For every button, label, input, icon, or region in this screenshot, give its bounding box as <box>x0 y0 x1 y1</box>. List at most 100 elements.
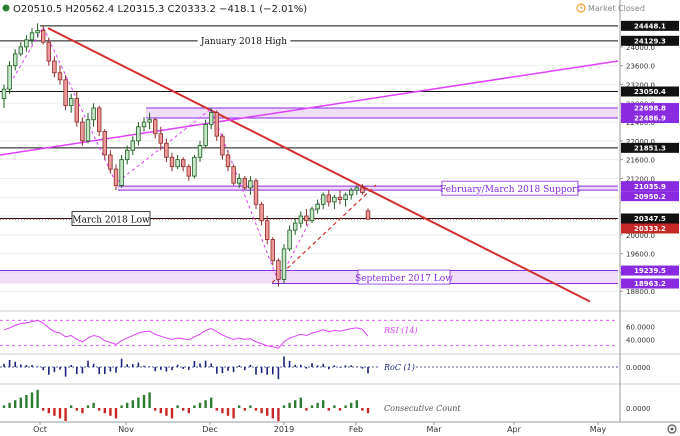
rsi-label-bg <box>380 324 420 335</box>
candle <box>119 154 124 188</box>
x-tick-label: Feb <box>349 425 363 434</box>
candle <box>248 176 253 195</box>
roc-label-bg <box>380 361 416 372</box>
annotation-box-jan_high <box>197 32 291 48</box>
candle <box>203 119 208 148</box>
candle <box>315 199 320 214</box>
y-tick-label: 21200.0 <box>626 175 655 183</box>
candle <box>74 91 79 127</box>
svg-text:20333.2: 20333.2 <box>634 225 666 233</box>
svg-text:19239.5: 19239.5 <box>634 267 666 275</box>
candle <box>192 154 197 179</box>
rsi-label: RSI (14) <box>383 326 418 335</box>
candle <box>164 138 169 162</box>
candle <box>35 23 40 38</box>
support-zones <box>0 108 618 284</box>
candle <box>136 122 141 146</box>
zone-22486-22698 <box>146 108 618 118</box>
candle <box>298 211 303 228</box>
x-tick-label: Dec <box>202 425 217 434</box>
candle <box>80 117 85 146</box>
candle <box>175 154 180 170</box>
svg-text:21851.3: 21851.3 <box>634 144 666 152</box>
candle <box>365 208 371 221</box>
price-tag: 22486.9 <box>621 113 679 124</box>
price-tag: 20347.5 <box>621 213 679 224</box>
candle <box>69 93 74 113</box>
x-tick-label: Nov <box>118 425 134 434</box>
candle <box>225 150 231 172</box>
ohlc-readout: O20510.5 H20562.4 L20315.3 C20333.2 −418… <box>13 4 307 15</box>
candle <box>220 133 225 160</box>
y-tick-label: 23200.0 <box>626 81 655 89</box>
price-tag: 24129.3 <box>621 35 679 46</box>
candle <box>264 216 270 245</box>
candle <box>57 65 63 85</box>
svg-text:20347.5: 20347.5 <box>634 215 666 223</box>
y-tick-label: 23600.0 <box>626 63 655 71</box>
candle <box>292 218 298 235</box>
candle <box>320 192 326 209</box>
candle <box>7 60 12 94</box>
count-tick: 0.0000 <box>626 405 651 413</box>
candle <box>186 164 191 181</box>
price-tag: 18963.2 <box>621 278 679 289</box>
svg-text:24448.1: 24448.1 <box>634 22 666 30</box>
candle <box>169 152 175 172</box>
candle <box>1 84 7 108</box>
svg-text:22698.8: 22698.8 <box>634 105 666 113</box>
zone-febmar-support <box>118 186 618 191</box>
price-grid <box>0 46 618 292</box>
consecutive-count-panel: Consecutive Count 0.0000 <box>0 383 680 421</box>
candle <box>242 176 247 191</box>
candle <box>236 173 242 188</box>
candle <box>130 136 135 155</box>
x-tick-label: 2019 <box>274 425 294 434</box>
y-tick-label: 20000.0 <box>626 232 655 240</box>
rsi-tick: 40.0000 <box>626 336 655 344</box>
annotation-box-sept_low <box>357 269 451 285</box>
x-tick-label: Mar <box>426 425 442 434</box>
candle <box>360 184 365 195</box>
settings-gear-icon[interactable] <box>667 424 677 434</box>
market-status-label: Market Closed <box>588 4 645 13</box>
price-tag: 21035.9 <box>621 181 679 192</box>
price-tag: 22698.8 <box>621 103 679 114</box>
candle <box>259 201 264 226</box>
date-axis: Oct Nov Dec 2019 Feb Mar Apr May <box>0 421 680 434</box>
candle <box>337 190 343 205</box>
roc-label: RoC (1) <box>383 363 415 372</box>
candle <box>309 206 315 224</box>
price-tag: 21851.3 <box>621 142 679 153</box>
candle <box>46 37 51 66</box>
y-tick-label: 19600.0 <box>626 251 655 259</box>
candle <box>24 35 29 52</box>
candle <box>113 164 119 191</box>
candle <box>208 107 214 130</box>
svg-text:18963.2: 18963.2 <box>634 280 666 288</box>
candle <box>147 112 152 130</box>
market-closed-indicator: Market Closed <box>576 3 645 13</box>
candle <box>354 185 359 195</box>
symbol-status-dot <box>2 4 10 12</box>
candle <box>231 164 236 186</box>
price-tags: 24448.1 24129.3 23050.4 22698.8 22486.9 21851… <box>621 20 679 289</box>
annotation-box-march_low <box>71 211 151 226</box>
y-tick-label: 22400.0 <box>626 119 655 127</box>
y-tick-label: 24000.0 <box>626 44 655 52</box>
x-tick-label: Apr <box>507 425 522 434</box>
x-tick-label: May <box>590 425 607 434</box>
svg-text:21035.9: 21035.9 <box>634 183 666 191</box>
price-tag: 19239.5 <box>621 265 679 276</box>
candlestick-series <box>1 23 371 287</box>
y-tick-label: 18800.0 <box>626 288 655 296</box>
candle <box>85 112 91 144</box>
candle <box>253 178 259 209</box>
candle <box>63 75 68 111</box>
red-downtrend-line <box>47 27 591 303</box>
annotation-sept_low: September 2017 Low <box>355 274 453 284</box>
price-tag: 23050.4 <box>621 86 679 97</box>
annotation-jan_high: January 2018 High <box>200 37 287 47</box>
roc-panel: RoC (1) 0.0000 <box>0 353 680 380</box>
